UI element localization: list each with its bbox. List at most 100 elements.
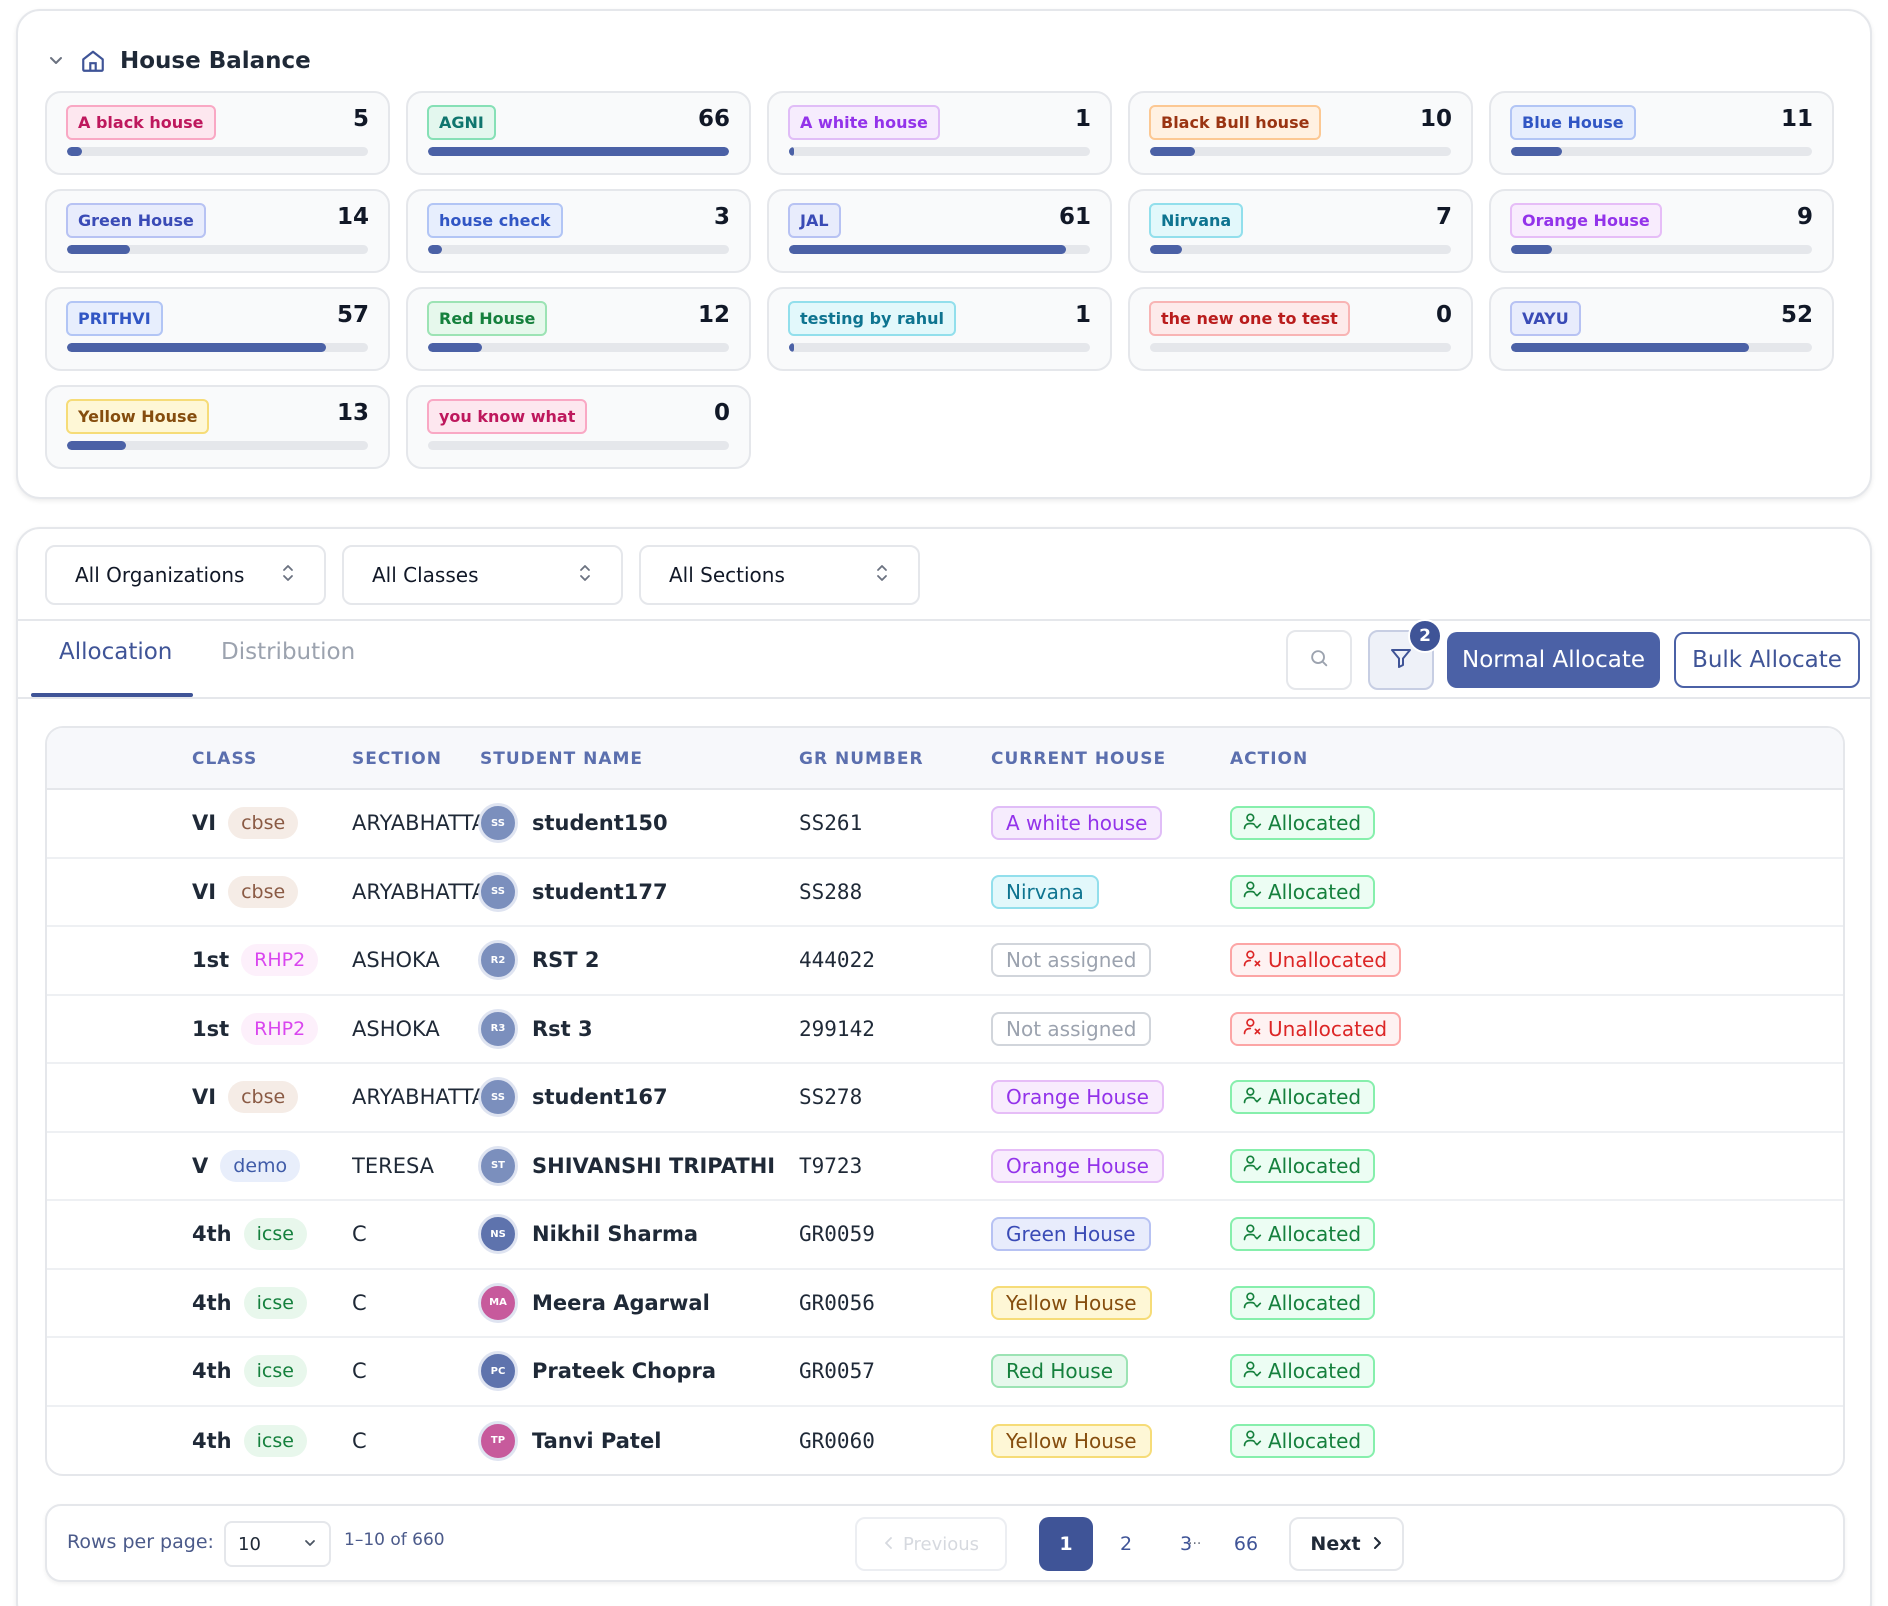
unallocated-button[interactable]: Unallocated	[1230, 943, 1402, 978]
allocated-button[interactable]: Allocated	[1230, 1423, 1376, 1458]
section-name: ARYABHATTA	[352, 1085, 487, 1110]
page-button-2[interactable]: 2	[1119, 1533, 1133, 1555]
house-progress-bar	[789, 245, 1090, 254]
section-select[interactable]: All Sections	[639, 545, 920, 605]
student-name[interactable]: Nikhil Sharma	[532, 1222, 699, 1247]
student-name[interactable]: Tanvi Patel	[532, 1428, 662, 1453]
next-page-button[interactable]: Next	[1289, 1517, 1404, 1571]
bulk-allocate-button[interactable]: Bulk Allocate	[1674, 632, 1860, 688]
current-house-cell: Orange House	[991, 1064, 1164, 1131]
pagination-ellipsis: ...	[1188, 1532, 1202, 1548]
section-cell: C	[352, 1338, 490, 1405]
column-header-student-name[interactable]: STUDENT NAME	[480, 749, 644, 769]
table-row[interactable]: 4th icse C TP Tanvi Patel GR0060 Yellow House A…	[47, 1407, 1843, 1475]
allocated-button[interactable]: Allocated	[1230, 1354, 1376, 1389]
table-row[interactable]: 4th icse C NS Nikhil Sharma GR0059 Green House…	[47, 1201, 1843, 1270]
house-count: 52	[1780, 302, 1813, 328]
class-name: VI	[192, 1085, 217, 1110]
class-name: 4th	[192, 1290, 232, 1315]
chevron-down-icon[interactable]	[46, 51, 66, 71]
avatar: SS	[478, 1077, 518, 1118]
table-row[interactable]: 1st RHP2 ASHOKA R3 Rst 3 299142 Not assigned Un…	[47, 996, 1843, 1064]
house-balance-header[interactable]: House Balance	[46, 41, 311, 81]
avatar: SS	[478, 803, 518, 844]
organization-select[interactable]: All Organizations	[45, 545, 326, 605]
class-cell: 1st RHP2	[192, 927, 319, 994]
current-house-cell: Nirvana	[991, 859, 1099, 926]
house-tile: Orange House 9	[1489, 189, 1834, 273]
table-row[interactable]: 4th icse C PC Prateek Chopra GR0057 Red House A…	[47, 1338, 1843, 1407]
house-name-badge: Nirvana	[1149, 203, 1244, 238]
allocated-button[interactable]: Allocated	[1230, 1217, 1376, 1252]
house-tile: house check 3	[406, 189, 751, 273]
board-badge: cbse	[228, 875, 299, 908]
house-count: 11	[1780, 106, 1813, 132]
allocated-button[interactable]: Allocated	[1230, 1285, 1376, 1320]
house-count: 5	[352, 106, 369, 132]
house-pill: Orange House	[991, 1148, 1164, 1183]
table-row[interactable]: 4th icse C MA Meera Agarwal GR0056 Yellow Hous…	[47, 1270, 1843, 1338]
user-check-icon	[1242, 1359, 1262, 1384]
rows-per-page-select[interactable]: 10	[224, 1521, 331, 1567]
filter-button[interactable]: 2	[1368, 619, 1442, 690]
previous-page-button[interactable]: Previous	[855, 1517, 1007, 1571]
student-name[interactable]: Prateek Chopra	[532, 1359, 717, 1384]
divider	[18, 619, 1870, 621]
gr-number: SS278	[799, 1085, 863, 1110]
column-header-current-house[interactable]: CURRENT HOUSE	[991, 749, 1167, 769]
class-name: 4th	[192, 1222, 232, 1247]
board-badge: icse	[243, 1355, 307, 1388]
allocated-button[interactable]: Allocated	[1230, 806, 1376, 841]
current-house-cell: Green House	[991, 1201, 1151, 1268]
user-check-icon	[1242, 811, 1262, 836]
current-house-cell: Orange House	[991, 1133, 1164, 1200]
student-name[interactable]: SHIVANSHI TRIPATHI	[532, 1153, 776, 1178]
house-name-badge: A white house	[788, 105, 940, 140]
action-cell: Unallocated	[1230, 996, 1402, 1063]
column-header-class[interactable]: CLASS	[192, 749, 258, 769]
table-row[interactable]: VI cbse ARYABHATTA SS student150 SS261 A white…	[47, 790, 1843, 859]
table-row[interactable]: VI cbse ARYABHATTA SS student177 SS288 Nirvana…	[47, 859, 1843, 927]
allocated-button[interactable]: Allocated	[1230, 1148, 1376, 1183]
class-select[interactable]: All Classes	[342, 545, 623, 605]
column-header-action[interactable]: ACTION	[1230, 749, 1309, 769]
section-cell: C	[352, 1270, 490, 1337]
student-name[interactable]: RST 2	[532, 948, 600, 973]
table-row[interactable]: VI cbse ARYABHATTA SS student167 SS278 Orange …	[47, 1064, 1843, 1133]
allocated-button[interactable]: Allocated	[1230, 874, 1376, 909]
gr-number: 299142	[799, 1016, 875, 1041]
student-name[interactable]: student150	[532, 811, 668, 836]
allocated-button[interactable]: Allocated	[1230, 1080, 1376, 1115]
section-cell: ARYABHATTA	[352, 790, 490, 857]
student-name[interactable]: Rst 3	[532, 1016, 593, 1041]
class-cell: 4th icse	[192, 1407, 307, 1475]
student-name[interactable]: Meera Agarwal	[532, 1290, 710, 1315]
class-name: VI	[192, 879, 217, 904]
page-button-3[interactable]: 3	[1179, 1533, 1193, 1555]
column-header-gr-number[interactable]: GR NUMBER	[799, 749, 924, 769]
tab-allocation[interactable]: Allocation	[59, 639, 173, 665]
page-button-1[interactable]: 1	[1039, 1517, 1093, 1571]
house-name-badge: A black house	[66, 105, 216, 140]
house-progress-fill	[67, 343, 326, 352]
table-row[interactable]: 1st RHP2 ASHOKA R2 RST 2 444022 Not assigned Un…	[47, 927, 1843, 996]
student-name[interactable]: student167	[532, 1085, 668, 1110]
section-cell: C	[352, 1201, 490, 1268]
previous-label: Previous	[902, 1533, 980, 1555]
student-cell: SS student177	[478, 859, 668, 926]
page-button-66[interactable]: 66	[1233, 1533, 1259, 1555]
unallocated-button[interactable]: Unallocated	[1230, 1011, 1402, 1046]
search-button[interactable]	[1286, 630, 1352, 690]
class-select-value: All Classes	[372, 563, 479, 587]
house-progress-fill	[1511, 343, 1749, 352]
house-tile: testing by rahul 1	[767, 287, 1112, 371]
tab-distribution[interactable]: Distribution	[221, 639, 356, 665]
action-cell: Allocated	[1230, 1270, 1376, 1337]
student-name[interactable]: student177	[532, 879, 668, 904]
house-count: 0	[1435, 302, 1452, 328]
column-header-section[interactable]: SECTION	[352, 749, 442, 769]
normal-allocate-button[interactable]: Normal Allocate	[1447, 632, 1660, 688]
house-pill: Red House	[991, 1354, 1129, 1389]
